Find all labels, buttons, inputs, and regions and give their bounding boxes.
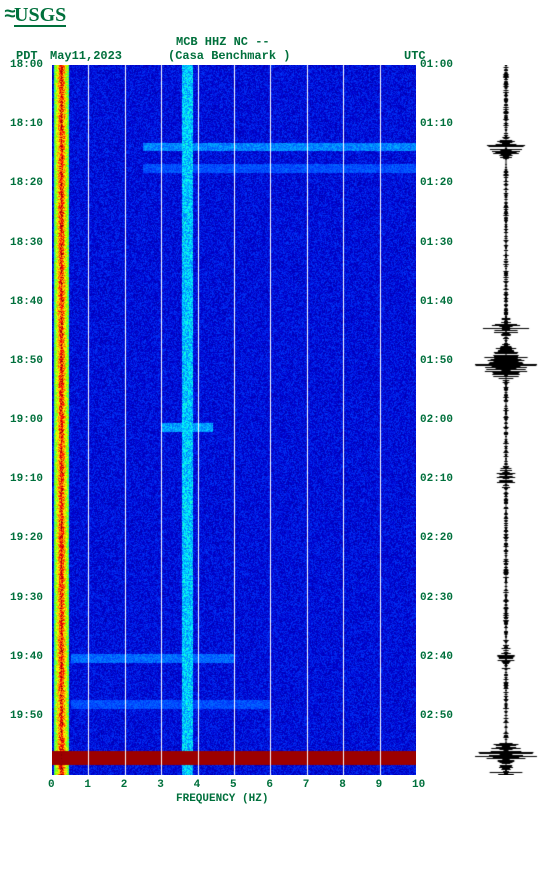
xlabel: 3: [157, 779, 164, 791]
ylabel-right: 01:40: [420, 296, 453, 308]
ylabel-left: 19:30: [10, 592, 43, 604]
ylabel-right: 02:50: [420, 710, 453, 722]
xlabel: 5: [230, 779, 237, 791]
ylabel-left: 18:50: [10, 355, 43, 367]
ylabel-left: 19:00: [10, 414, 43, 426]
ylabel-left: 19:50: [10, 710, 43, 722]
ylabel-right: 01:10: [420, 118, 453, 130]
usgs-logo: ≈ USGS: [4, 4, 552, 27]
ylabel-right: 01:20: [420, 177, 453, 189]
xlabel: 9: [376, 779, 383, 791]
logo-wave-icon: ≈: [4, 4, 12, 27]
spectrogram-canvas: [52, 65, 416, 775]
seismogram-canvas: [466, 65, 546, 775]
xlabel: 10: [412, 779, 425, 791]
ylabel-right: 02:40: [420, 651, 453, 663]
ylabel-right: 01:00: [420, 59, 453, 71]
header-date: May11,2023: [50, 49, 122, 63]
ylabel-left: 18:10: [10, 118, 43, 130]
xlabel: 0: [48, 779, 55, 791]
x-axis-title: FREQUENCY (HZ): [176, 793, 268, 805]
ylabel-right: 02:00: [420, 414, 453, 426]
logo-text: USGS: [14, 5, 66, 27]
xlabel: 6: [266, 779, 273, 791]
xlabel: 2: [121, 779, 128, 791]
ylabel-right: 02:30: [420, 592, 453, 604]
ylabel-left: 18:20: [10, 177, 43, 189]
chart-header: PDT May11,2023 MCB HHZ NC -- (Casa Bench…: [4, 35, 552, 65]
ylabel-right: 01:30: [420, 237, 453, 249]
xlabel: 8: [339, 779, 346, 791]
xlabel: 4: [194, 779, 201, 791]
header-station: MCB HHZ NC --: [176, 35, 270, 49]
ylabel-left: 18:30: [10, 237, 43, 249]
ylabel-right: 01:50: [420, 355, 453, 367]
xlabel: 1: [84, 779, 91, 791]
ylabel-left: 18:40: [10, 296, 43, 308]
ylabel-left: 19:10: [10, 473, 43, 485]
ylabel-right: 02:10: [420, 473, 453, 485]
header-location: (Casa Benchmark ): [168, 49, 290, 63]
plot-area: 18:0018:1018:2018:3018:4018:5019:0019:10…: [6, 65, 552, 825]
ylabel-left: 19:20: [10, 532, 43, 544]
ylabel-left: 18:00: [10, 59, 43, 71]
xlabel: 7: [303, 779, 310, 791]
ylabel-right: 02:20: [420, 532, 453, 544]
ylabel-left: 19:40: [10, 651, 43, 663]
